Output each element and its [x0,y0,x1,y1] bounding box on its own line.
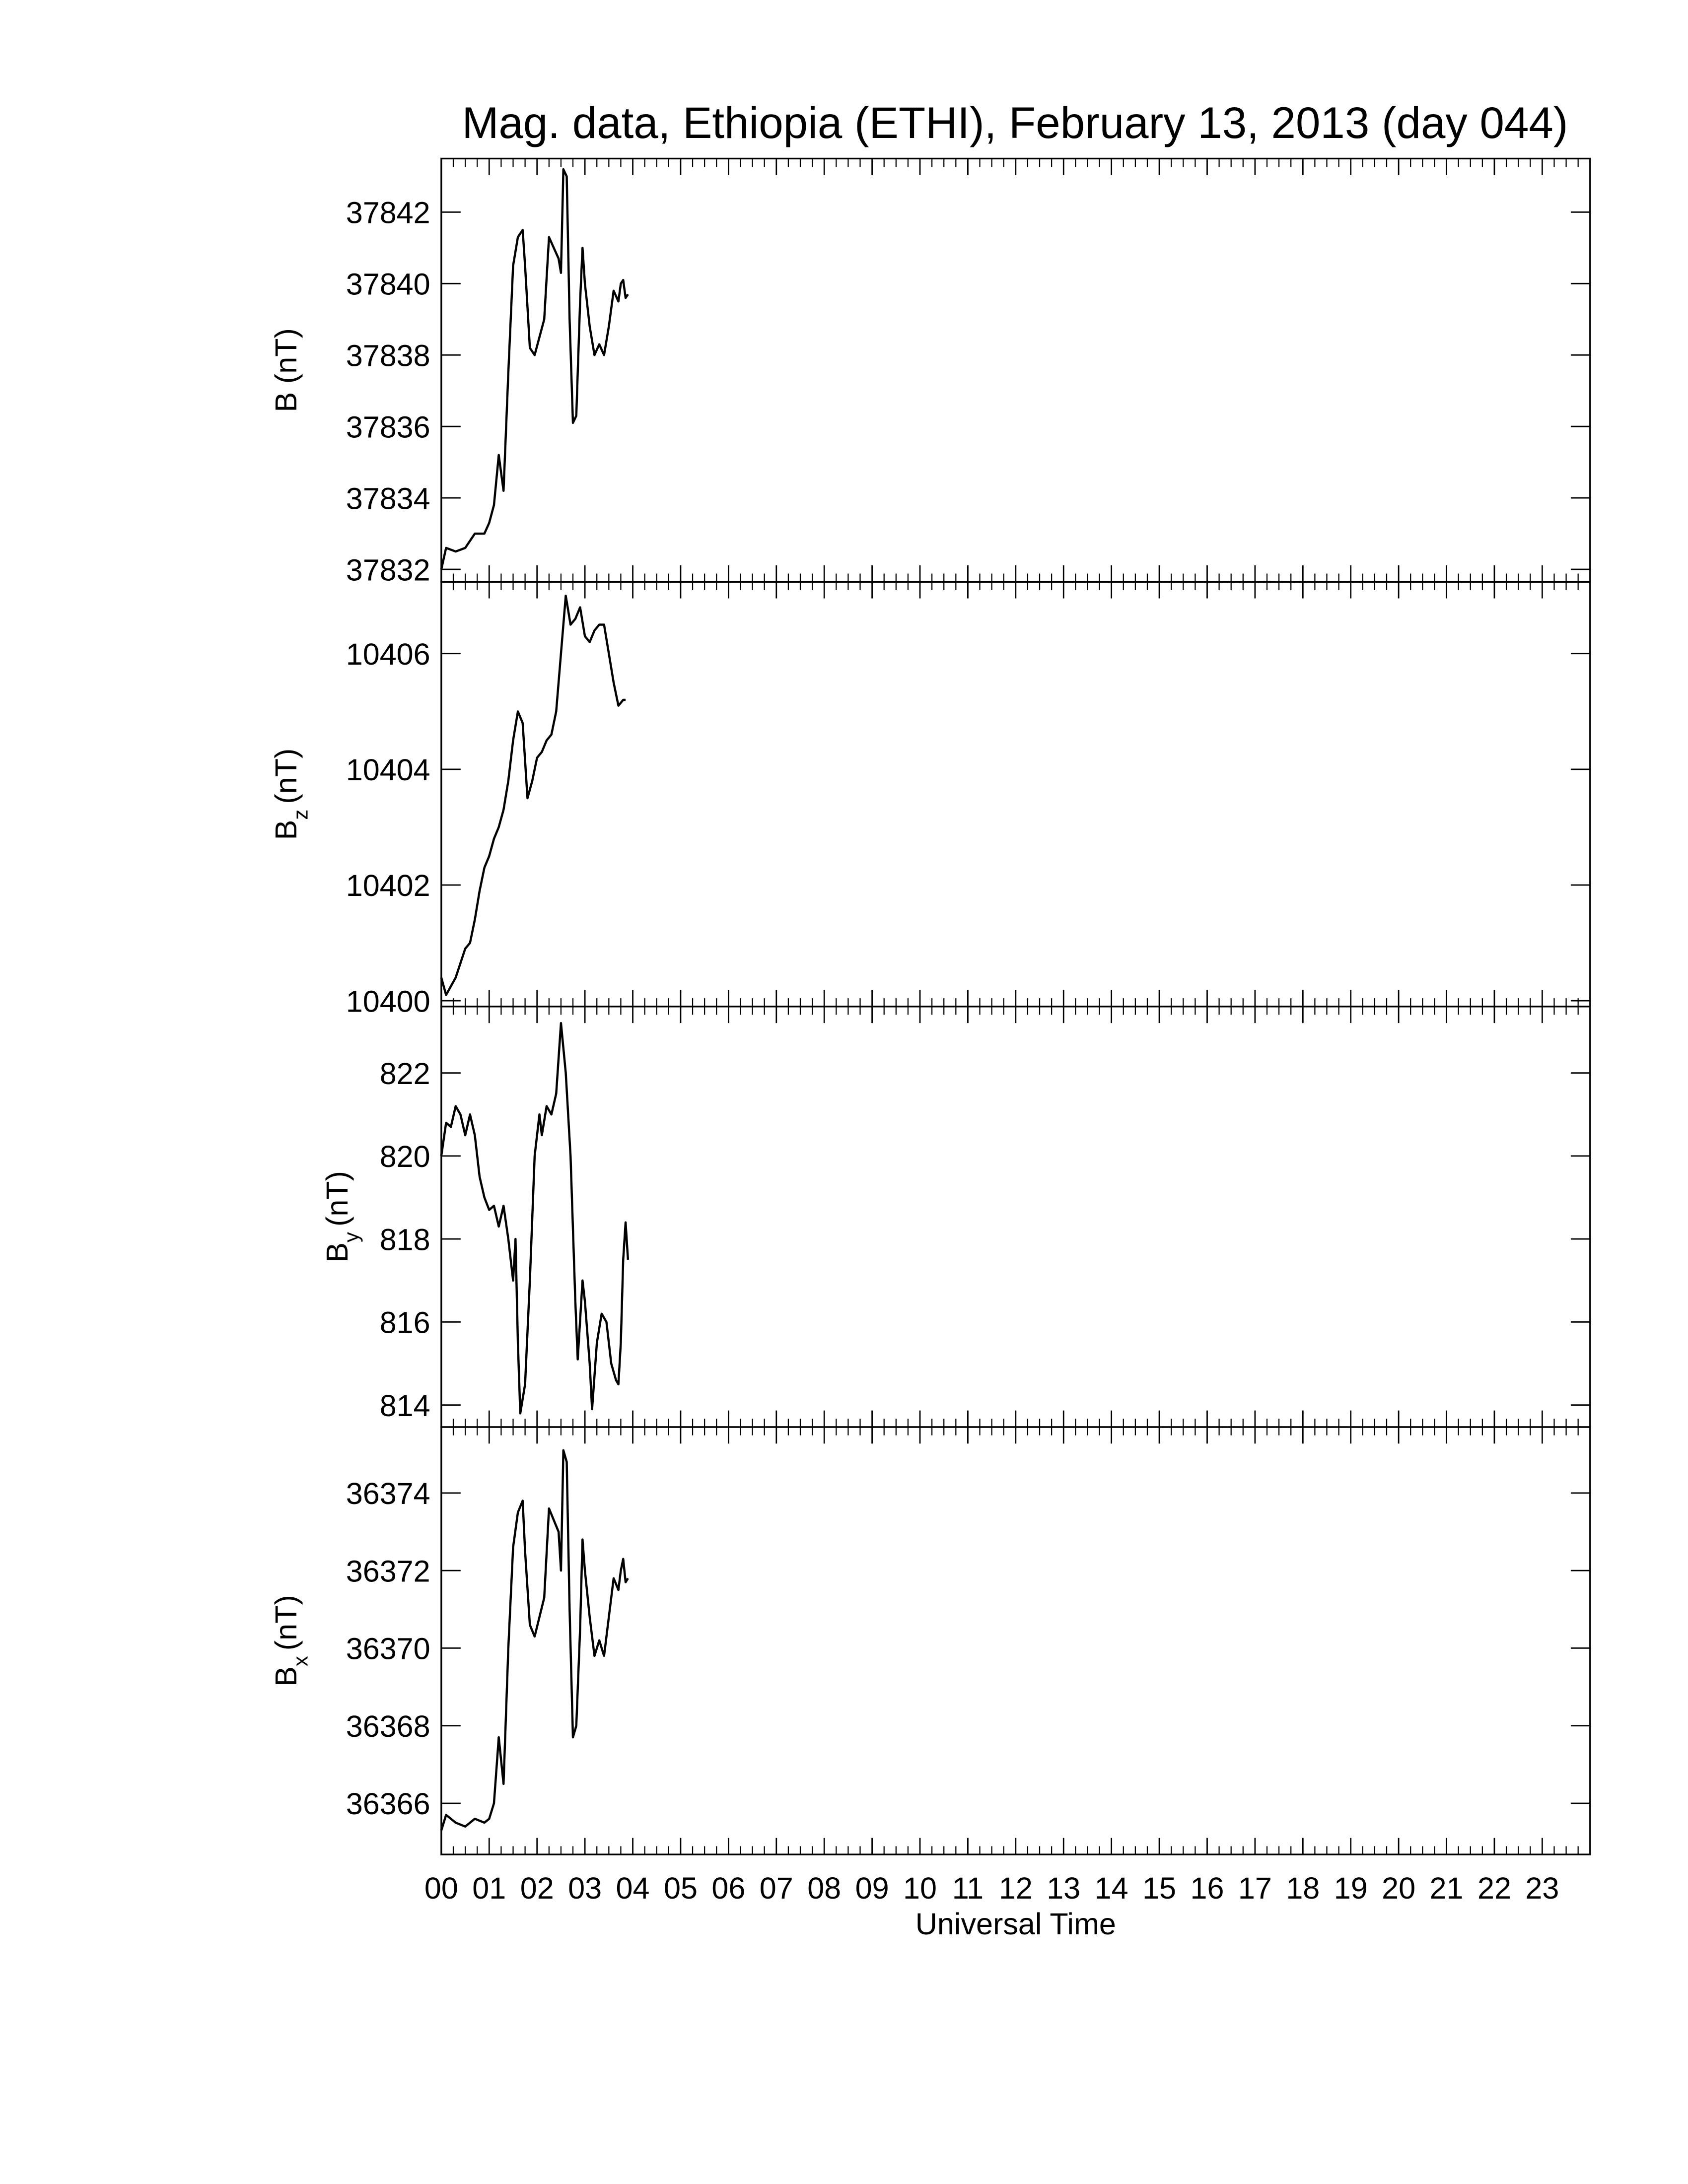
y-tick-label: 36370 [346,1632,430,1666]
x-axis-label: Universal Time [915,1907,1116,1941]
y-tick-label: 37838 [346,339,430,372]
y-tick-label: 36368 [346,1709,430,1743]
x-tick-label: 09 [855,1871,889,1905]
x-tick-label: 07 [760,1871,793,1905]
x-tick-label: 19 [1334,1871,1368,1905]
y-tick-label: 10402 [346,869,430,902]
x-tick-label: 06 [711,1871,745,1905]
y-tick-label: 37840 [346,268,430,301]
y-label-symbol: B [269,1666,303,1687]
y-label-symbol: B [269,392,303,412]
x-tick-label: 02 [520,1871,554,1905]
y-tick-label: 36372 [346,1554,430,1588]
y-tick-label: 820 [380,1140,430,1173]
y-axis-label: Bx (nT) [269,1595,312,1687]
y-tick-label: 822 [380,1057,430,1091]
plot-frame [440,1426,1591,1855]
x-tick-label: 17 [1238,1871,1272,1905]
y-tick-label: 37834 [346,481,430,515]
x-tick-label: 14 [1095,1871,1128,1905]
x-tick-label: 23 [1525,1871,1559,1905]
y-tick-label: 37832 [346,553,430,587]
x-tick-label: 16 [1190,1871,1224,1905]
y-label-symbol: B [269,820,303,840]
data-line [440,594,626,996]
y-tick-label: 816 [380,1306,430,1340]
y-axis-label: B (nT) [269,328,303,412]
x-tick-label: 00 [424,1871,458,1905]
y-tick-label: 10404 [346,753,430,787]
data-line [440,1022,630,1415]
y-label-symbol: B [320,1242,354,1263]
x-tick-label: 08 [807,1871,841,1905]
data-line [440,1449,629,1831]
x-tick-label: 20 [1382,1871,1415,1905]
y-tick-label: 36374 [346,1477,430,1510]
x-tick-label: 01 [472,1871,506,1905]
y-axis-label: By (nT) [320,1171,363,1263]
x-tick-label: 11 [952,1871,984,1905]
y-label-unit: (nT) [269,749,303,804]
data-line [440,168,629,570]
y-label-subscript: z [288,810,312,820]
plot-frame [440,581,1591,1008]
y-label-subscript: y [340,1232,363,1242]
y-label-subscript: x [288,1656,312,1666]
y-axis-label: Bz (nT) [269,749,312,840]
y-tick-label: 818 [380,1223,430,1256]
x-tick-label: 21 [1430,1871,1464,1905]
x-tick-label: 12 [999,1871,1033,1905]
y-tick-label: 37836 [346,410,430,444]
x-tick-label: 15 [1142,1871,1176,1905]
plot-frame [440,157,1591,583]
y-tick-label: 814 [380,1389,430,1423]
x-tick-label: 13 [1047,1871,1080,1905]
y-tick-label: 37842 [346,196,430,230]
plot-frame [440,1006,1591,1428]
y-label-unit: (nT) [320,1171,354,1227]
x-tick-label: 10 [903,1871,937,1905]
x-tick-label: 04 [616,1871,650,1905]
x-tick-label: 05 [664,1871,698,1905]
y-tick-label: 10406 [346,637,430,671]
y-tick-label: 10400 [346,984,430,1018]
chart-title: Mag. data, Ethiopia (ETHI), February 13,… [462,98,1568,147]
y-label-unit: (nT) [269,1595,303,1650]
y-label-unit: (nT) [269,328,303,384]
x-tick-label: 22 [1477,1871,1511,1905]
x-tick-label: 18 [1286,1871,1320,1905]
x-tick-label: 03 [568,1871,602,1905]
y-tick-label: 36366 [346,1787,430,1821]
